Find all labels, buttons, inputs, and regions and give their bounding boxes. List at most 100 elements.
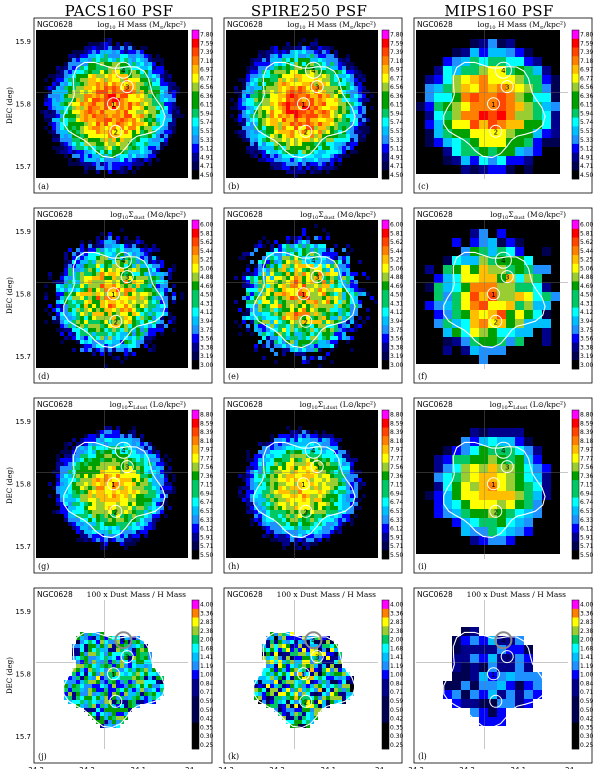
heatmap-cell — [100, 220, 104, 224]
heatmap-cell — [278, 82, 282, 86]
heatmap-cell — [230, 70, 234, 74]
heatmap-cell — [108, 150, 112, 154]
heatmap-cell — [100, 288, 104, 292]
heatmap-cell — [172, 106, 176, 110]
heatmap-cell — [254, 244, 258, 248]
heatmap-cell — [346, 114, 350, 118]
heatmap-cell — [92, 336, 96, 340]
heatmap-cell — [366, 244, 370, 248]
colorbar-tick-label: 7.80 — [200, 32, 214, 39]
heatmap-cell — [184, 280, 188, 284]
heatmap-cell — [168, 46, 172, 50]
heatmap-cell — [338, 106, 342, 110]
heatmap-cell — [152, 360, 156, 364]
heatmap-cell — [184, 356, 188, 360]
heatmap-cell — [184, 308, 188, 312]
heatmap-cell — [246, 236, 250, 240]
heatmap-cell — [362, 232, 366, 236]
heatmap-cell — [108, 34, 112, 38]
heatmap-cell — [274, 82, 278, 86]
heatmap-cell — [290, 98, 294, 102]
heatmap-cell — [148, 130, 152, 134]
heatmap-cell — [226, 118, 230, 122]
heatmap-cell — [52, 232, 56, 236]
heatmap-cell — [140, 70, 144, 74]
heatmap-cell — [48, 142, 52, 146]
heatmap-cell — [104, 142, 108, 146]
colorbar-tick-label: 6.36 — [390, 93, 404, 100]
heatmap-cell — [76, 122, 80, 126]
heatmap-cell — [48, 50, 52, 54]
heatmap-cell — [128, 260, 132, 264]
heatmap-cell — [124, 78, 128, 82]
heatmap-cell — [140, 252, 144, 256]
heatmap-cell — [234, 34, 238, 38]
colorbar-tick-label: 4.71 — [390, 163, 404, 170]
colorbar-tick-label: 4.71 — [580, 163, 594, 170]
heatmap-cell — [132, 344, 136, 348]
heatmap-cell — [286, 98, 290, 102]
colorbar-swatch — [382, 143, 389, 153]
heatmap-cell — [366, 170, 370, 174]
heatmap-cell — [140, 224, 144, 228]
heatmap-cell — [160, 62, 164, 66]
heatmap-cell — [52, 260, 56, 264]
heatmap-cell — [314, 244, 318, 248]
heatmap-cell — [92, 158, 96, 162]
heatmap-cell — [306, 90, 310, 94]
heatmap-cell — [234, 94, 238, 98]
heatmap-cell — [346, 236, 350, 240]
heatmap-cell — [136, 62, 140, 66]
heatmap-cell — [136, 74, 140, 78]
heatmap-cell — [152, 146, 156, 150]
heatmap-cell — [346, 94, 350, 98]
heatmap-cell — [144, 360, 148, 364]
heatmap-cell — [128, 154, 132, 158]
heatmap-cell — [96, 74, 100, 78]
heatmap-cell — [542, 75, 551, 84]
heatmap-cell — [306, 34, 310, 38]
heatmap-cell — [156, 360, 160, 364]
heatmap-cell — [96, 34, 100, 38]
heatmap-cell — [56, 332, 60, 336]
heatmap-cell — [180, 276, 184, 280]
heatmap-cell — [140, 260, 144, 264]
heatmap-cell — [318, 30, 322, 34]
heatmap-cell — [302, 244, 306, 248]
heatmap-cell — [156, 332, 160, 336]
heatmap-cell — [246, 50, 250, 54]
heatmap-cell — [306, 130, 310, 134]
heatmap-cell — [148, 54, 152, 58]
heatmap-cell — [92, 260, 96, 264]
heatmap-cell — [92, 122, 96, 126]
heatmap-cell — [302, 150, 306, 154]
colorbar-tick-label: 4.50 — [200, 292, 214, 299]
heatmap-cell — [148, 332, 152, 336]
heatmap-cell — [56, 340, 60, 344]
heatmap-cell — [230, 130, 234, 134]
colorbar-frame — [571, 29, 580, 180]
heatmap-cell — [132, 336, 136, 340]
heatmap-cell — [306, 232, 310, 236]
heatmap-cell — [144, 316, 148, 320]
heatmap-cell — [354, 158, 358, 162]
heatmap-cell — [120, 300, 124, 304]
heatmap-cell — [184, 158, 188, 162]
colorbar-swatch — [572, 38, 579, 48]
heatmap-cell — [104, 248, 108, 252]
heatmap-cell — [80, 228, 84, 232]
heatmap-cell — [290, 42, 294, 46]
heatmap-cell — [156, 248, 160, 252]
heatmap-cell — [362, 102, 366, 106]
heatmap-cell — [346, 126, 350, 130]
heatmap-cell — [60, 292, 64, 296]
heatmap-cell — [334, 102, 338, 106]
heatmap-cell — [120, 142, 124, 146]
heatmap-cell — [274, 38, 278, 42]
heatmap-cell — [306, 54, 310, 58]
heatmap-cell — [88, 58, 92, 62]
heatmap-cell — [148, 280, 152, 284]
heatmap-cell — [40, 86, 44, 90]
heatmap-cell — [362, 78, 366, 82]
heatmap-cell — [96, 166, 100, 170]
